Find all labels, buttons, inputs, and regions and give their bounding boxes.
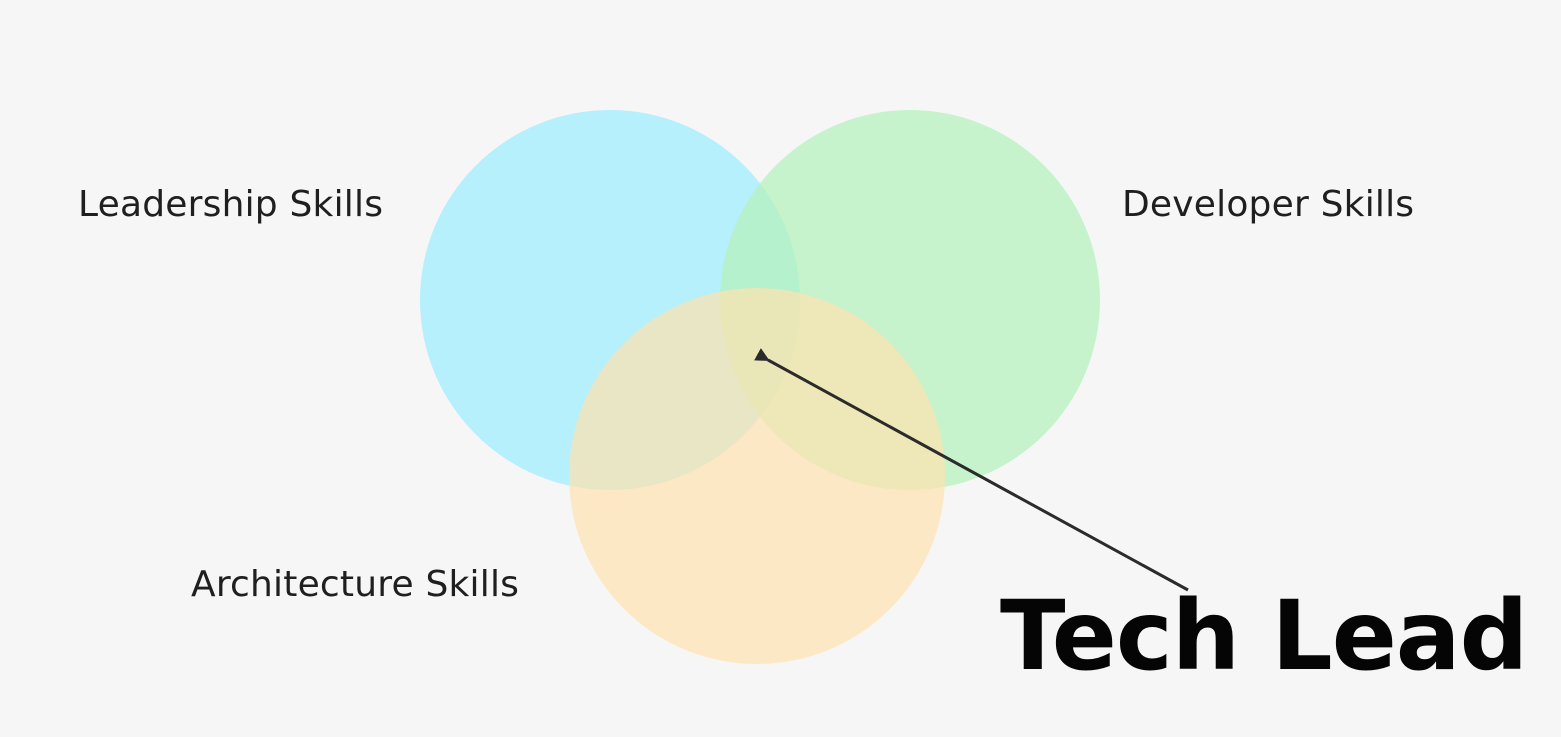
architecture-skills-circle bbox=[569, 288, 945, 664]
developer-skills-label: Developer Skills bbox=[1122, 184, 1415, 225]
leadership-skills-label: Leadership Skills bbox=[78, 184, 384, 225]
architecture-skills-label: Architecture Skills bbox=[191, 564, 520, 605]
tech-lead-callout: Tech Lead bbox=[1000, 580, 1528, 692]
tech-lead-arrow bbox=[754, 348, 1189, 592]
